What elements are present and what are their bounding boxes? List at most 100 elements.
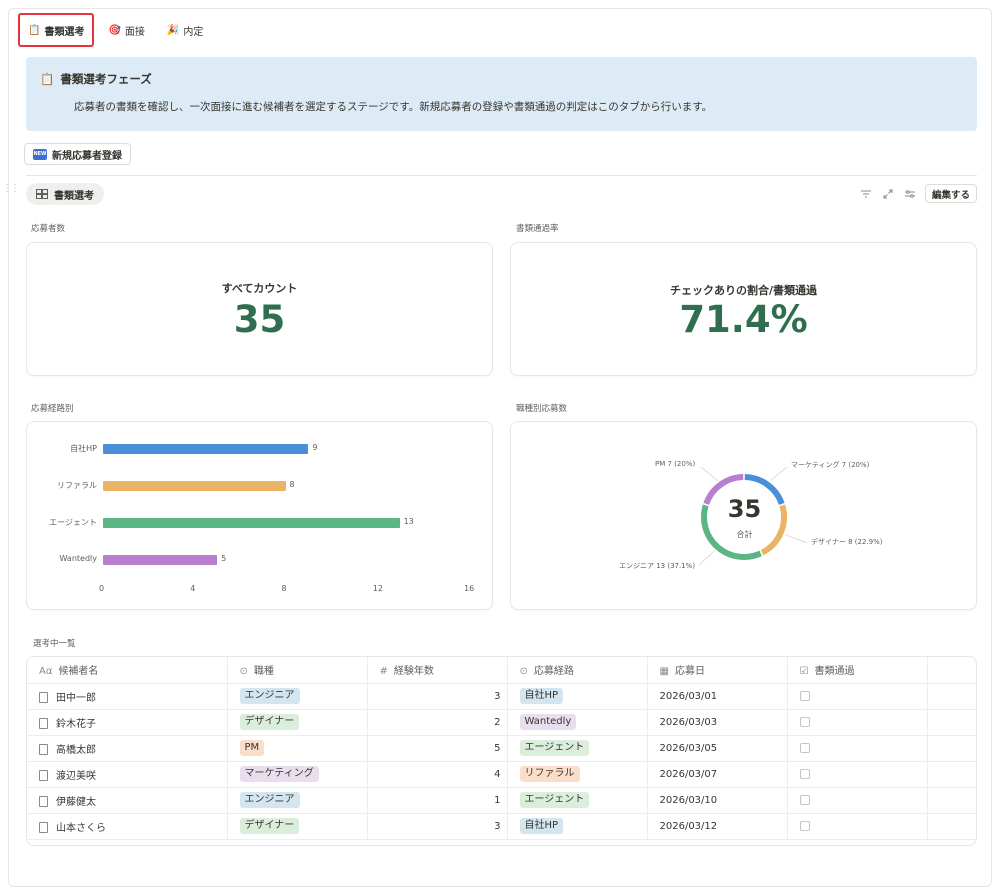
column-header[interactable]: # 経験年数 <box>367 657 508 684</box>
donut-slice-2[interactable] <box>701 504 762 560</box>
passed-cell[interactable] <box>787 683 928 710</box>
bar-0[interactable] <box>103 444 309 454</box>
tab-offer[interactable]: 🎉 内定 <box>159 13 211 47</box>
table-row[interactable]: 渡辺美咲 マーケティング 4 リファラル 2026/03/07 <box>27 761 976 788</box>
role-cell[interactable]: マーケティング <box>227 761 368 788</box>
metric-value: 35 <box>233 298 286 341</box>
column-header[interactable]: ▦ 応募日 <box>647 657 788 684</box>
new-applicant-button[interactable]: NEW 新規応募者登録 <box>24 143 131 165</box>
table-row[interactable]: 鈴木花子 デザイナー 2 Wantedly 2026/03/03 <box>27 709 976 736</box>
years-cell[interactable]: 2 <box>367 709 508 736</box>
bar-category-label: 自社HP <box>70 444 97 453</box>
passed-cell[interactable] <box>787 709 928 736</box>
column-header[interactable]: ⊙ 職種 <box>227 657 368 684</box>
bar-value-label: 8 <box>289 480 295 489</box>
column-header[interactable]: ☑ 書類通過 <box>787 657 928 684</box>
empty-cell <box>927 761 976 788</box>
metric-value: 71.4% <box>679 298 808 341</box>
years-cell[interactable]: 4 <box>367 761 508 788</box>
years-cell[interactable]: 3 <box>367 813 508 840</box>
candidate-name-cell[interactable]: 伊藤健太 <box>27 787 228 814</box>
view-tab-document-screening[interactable]: 書類選考 <box>26 183 104 205</box>
table-row[interactable]: 田中一郎 エンジニア 3 自社HP 2026/03/01 <box>27 683 976 710</box>
years-cell[interactable]: 5 <box>367 735 508 762</box>
clipboard-icon: 📋 <box>40 72 55 86</box>
candidate-name-cell[interactable]: 高橋太郎 <box>27 735 228 762</box>
table-row[interactable]: 山本さくら デザイナー 3 自社HP 2026/03/12 <box>27 813 976 840</box>
donut-slice-3[interactable] <box>703 474 744 505</box>
role-tag: PM <box>239 740 265 756</box>
candidate-name-cell[interactable]: 山本さくら <box>27 813 228 840</box>
date-cell[interactable]: 2026/03/05 <box>647 735 788 762</box>
years-cell[interactable]: 1 <box>367 787 508 814</box>
date-cell[interactable]: 2026/03/10 <box>647 787 788 814</box>
donut-leader-line <box>770 466 788 481</box>
source-cell[interactable]: 自社HP <box>507 813 648 840</box>
role-cell[interactable]: デザイナー <box>227 813 368 840</box>
source-cell[interactable]: リファラル <box>507 761 648 788</box>
date-cell[interactable]: 2026/03/01 <box>647 683 788 710</box>
role-cell[interactable]: エンジニア <box>227 787 368 814</box>
bar-1[interactable] <box>103 481 286 491</box>
years-cell[interactable]: 3 <box>367 683 508 710</box>
passed-cell[interactable] <box>787 735 928 762</box>
column-header[interactable]: ⊙ 応募経路 <box>507 657 648 684</box>
table-row[interactable]: 高橋太郎 PM 5 エージェント 2026/03/05 <box>27 735 976 762</box>
source-cell[interactable]: 自社HP <box>507 683 648 710</box>
settings-icon[interactable] <box>903 187 917 201</box>
passed-checkbox[interactable] <box>799 690 810 701</box>
donut-slice-label: マーケティング 7 (20%) <box>791 461 870 469</box>
candidate-name-cell[interactable]: 田中一郎 <box>27 683 228 710</box>
passed-cell[interactable] <box>787 813 928 840</box>
date-cell[interactable]: 2026/03/03 <box>647 709 788 736</box>
role-cell[interactable]: エンジニア <box>227 683 368 710</box>
source-cell[interactable]: エージェント <box>507 787 648 814</box>
date-cell[interactable]: 2026/03/07 <box>647 761 788 788</box>
drag-handle-icon[interactable]: ⋮⋮ <box>2 183 20 194</box>
passed-checkbox[interactable] <box>799 716 810 727</box>
column-header[interactable]: Aα 候補者名 <box>27 657 228 684</box>
source-cell[interactable]: Wantedly <box>507 709 648 736</box>
page-icon <box>39 769 48 781</box>
bar-3[interactable] <box>103 555 218 565</box>
date-cell[interactable]: 2026/03/12 <box>647 813 788 840</box>
bar-2[interactable] <box>103 518 400 528</box>
passed-cell[interactable] <box>787 787 928 814</box>
bar-value-label: 13 <box>403 517 414 526</box>
passed-cell[interactable] <box>787 761 928 788</box>
pass-rate-label: 書類通過率 <box>516 224 559 234</box>
passed-checkbox[interactable] <box>799 768 810 779</box>
donut-slice-0[interactable] <box>744 474 785 505</box>
candidate-name: 田中一郎 <box>56 692 96 704</box>
role-cell[interactable]: PM <box>227 735 368 762</box>
donut-slice-1[interactable] <box>760 504 787 556</box>
role-cell[interactable]: デザイナー <box>227 709 368 736</box>
filter-icon[interactable] <box>859 187 873 201</box>
expand-icon[interactable] <box>881 187 895 201</box>
bar-value-label: 9 <box>312 443 318 452</box>
page-icon <box>39 821 48 833</box>
number-icon: # <box>379 666 388 678</box>
bar-category-label: エージェント <box>49 518 97 527</box>
phase-callout: 📋 書類選考フェーズ 応募者の書類を確認し、一次面接に進む候補者を選定するステー… <box>26 57 977 131</box>
source-cell[interactable]: エージェント <box>507 735 648 762</box>
source-tag: エージェント <box>519 792 590 808</box>
tab-document-screening[interactable]: 📋 書類選考 <box>18 13 95 47</box>
candidate-name-cell[interactable]: 渡辺美咲 <box>27 761 228 788</box>
empty-cell <box>927 787 976 814</box>
x-tick-label: 4 <box>190 584 196 593</box>
candidate-name-cell[interactable]: 鈴木花子 <box>27 709 228 736</box>
tab-interview[interactable]: 🎯 面接 <box>100 13 152 47</box>
applicant-count-card: すべてカウント 35 <box>26 242 493 376</box>
party-popper-icon: 🎉 <box>166 24 180 36</box>
passed-checkbox[interactable] <box>799 742 810 753</box>
page-icon <box>39 795 48 807</box>
table-row[interactable]: 伊藤健太 エンジニア 1 エージェント 2026/03/10 <box>27 787 976 814</box>
table-section-label: 選考中一覧 <box>33 639 76 649</box>
passed-checkbox[interactable] <box>799 820 810 831</box>
gallery-icon <box>36 189 48 199</box>
passed-checkbox[interactable] <box>799 794 810 805</box>
edit-button[interactable]: 編集する <box>924 184 977 203</box>
donut-leader-line <box>700 466 718 481</box>
donut-chart-label: 職種別応募数 <box>516 404 568 414</box>
